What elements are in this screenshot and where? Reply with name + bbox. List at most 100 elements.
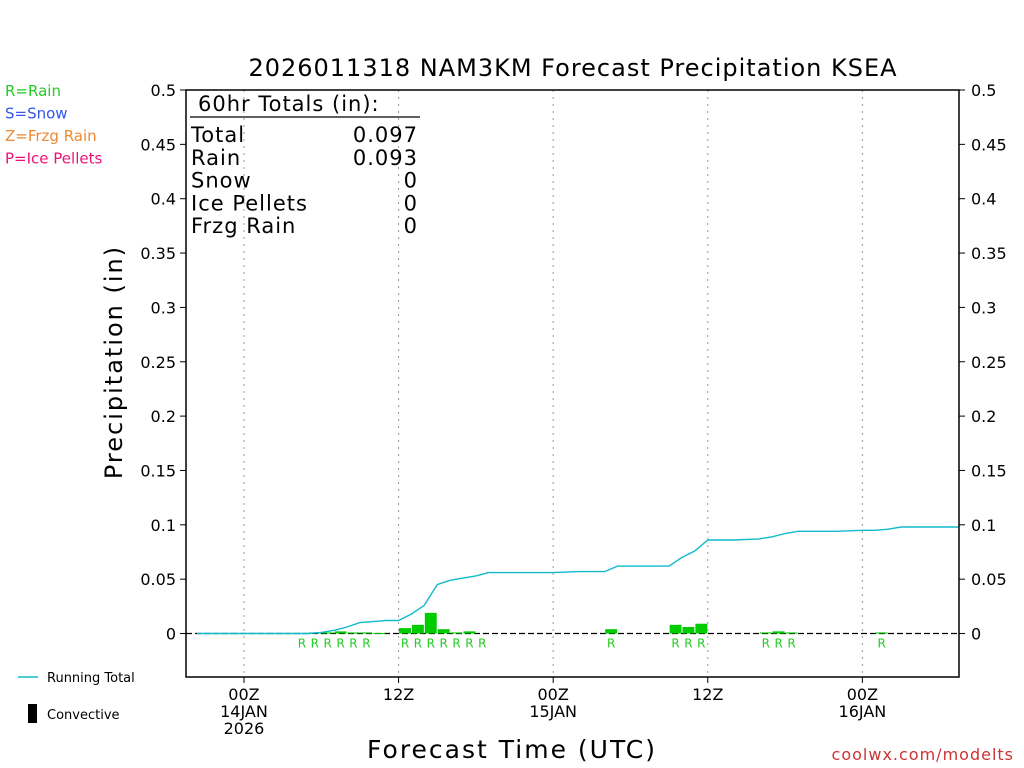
y-tick-label-right: 0.35: [971, 244, 1007, 263]
totals-heading: 60hr Totals (in):: [198, 92, 380, 116]
totals-row-value: 0: [404, 214, 418, 238]
y-tick-label-left: 0.35: [140, 244, 176, 263]
precip-bar: [785, 632, 798, 634]
precip-bar: [875, 632, 888, 634]
y-tick-label-left: 0: [166, 625, 176, 644]
ptype-legend-entry: P=Ice Pellets: [5, 150, 102, 168]
precip-bar: [772, 631, 785, 634]
y-tick-label-right: 0.25: [971, 353, 1007, 372]
y-tick-label-right: 0.1: [971, 516, 996, 535]
y-tick-label-left: 0.15: [140, 461, 176, 480]
totals-row-label: Rain: [191, 146, 241, 170]
totals-row-label: Snow: [191, 169, 252, 193]
ptype-letter: R: [684, 637, 692, 651]
x-tick-label: 00Z: [228, 685, 259, 704]
totals-row-label: Frzg Rain: [191, 214, 296, 238]
y-tick-label-right: 0.5: [971, 81, 996, 100]
precip-bar: [321, 632, 334, 634]
y-tick-label-right: 0.3: [971, 298, 996, 317]
convective-legend-label: Convective: [47, 708, 120, 723]
ptype-letter: R: [298, 637, 306, 651]
x-tick-label: 00Z: [847, 685, 878, 704]
totals-row-value: 0: [404, 169, 418, 193]
y-tick-label-left: 0.3: [151, 298, 176, 317]
chart-title: 2026011318 NAM3KM Forecast Precipitation…: [248, 54, 897, 82]
x-tick-label: 16JAN: [839, 702, 887, 721]
ptype-letter: R: [878, 637, 886, 651]
x-tick-label: 15JAN: [529, 702, 577, 721]
ptype-letter: R: [774, 637, 782, 651]
ptype-legend-entry: R=Rain: [5, 82, 61, 100]
precip-bars: [308, 612, 888, 634]
ptype-letter: R: [349, 637, 357, 651]
y-tick-label-right: 0.05: [971, 570, 1007, 589]
ptype-letter: R: [401, 637, 409, 651]
y-tick-label-right: 0: [971, 625, 981, 644]
precip-bar: [411, 624, 424, 634]
ptype-letter: R: [311, 637, 319, 651]
totals-row-label: Total: [190, 123, 245, 147]
totals-row-value: 0: [404, 191, 418, 215]
precip-bar: [682, 626, 695, 634]
y-tick-label-left: 0.25: [140, 353, 176, 372]
precip-bar: [334, 631, 347, 634]
y-tick-label-left: 0.4: [151, 190, 176, 209]
precip-bar: [373, 632, 386, 634]
y-tick-label-left: 0.5: [151, 81, 176, 100]
ptype-letter: R: [427, 637, 435, 651]
y-axis-label: Precipitation (in): [100, 245, 128, 479]
plot-frame: [185, 89, 960, 678]
ptype-letter: R: [465, 637, 473, 651]
precip-bar: [463, 631, 476, 634]
y-tick-label-right: 0.45: [971, 135, 1007, 154]
precip-bar: [450, 632, 463, 634]
ptype-letter: R: [787, 637, 795, 651]
convective-legend-swatch: [28, 704, 37, 723]
precip-bar: [695, 623, 708, 634]
x-tick-label: 12Z: [383, 685, 414, 704]
precip-bar: [399, 628, 411, 634]
ptype-letter: R: [452, 637, 460, 651]
totals-row-label: Ice Pellets: [191, 191, 308, 215]
totals-row-value: 0.097: [353, 123, 418, 147]
y-tick-label-left: 0.45: [140, 135, 176, 154]
x-axis-label: Forecast Time (UTC): [367, 735, 657, 764]
y-tick-label-left: 0.1: [151, 516, 176, 535]
precip-bar: [347, 632, 360, 634]
y-tick-label-right: 0.4: [971, 190, 996, 209]
y-tick-label-right: 0.2: [971, 407, 996, 426]
credit-link[interactable]: coolwx.com/modelts: [832, 745, 1014, 764]
y-tick-label-left: 0.2: [151, 407, 176, 426]
y-tick-label-right: 0.15: [971, 461, 1007, 480]
precip-bar: [669, 624, 682, 634]
precip-bar: [360, 632, 373, 634]
totals-box: 60hr Totals (in): Total 0.097 Rain 0.093 Snow…: [190, 92, 420, 238]
ptype-letter: R: [324, 637, 332, 651]
precip-bar: [759, 632, 772, 634]
x-tick-label: 14JAN: [220, 702, 268, 721]
totals-row-value: 0.093: [353, 146, 418, 170]
ptype-legend: R=Rain S=Snow Z=Frzg Rain P=Ice Pellets: [5, 82, 102, 168]
running-total-line: [197, 526, 959, 635]
ptype-legend-entry: Z=Frzg Rain: [5, 127, 97, 145]
ptype-letter: R: [697, 637, 705, 651]
x-tick-label: 00Z: [538, 685, 569, 704]
y-tick-label-left: 0.05: [140, 570, 176, 589]
ptype-letter: R: [762, 637, 770, 651]
ptype-letter: R: [671, 637, 679, 651]
ptype-letter: R: [607, 637, 615, 651]
precip-bar: [424, 612, 437, 634]
ptype-letter: R: [362, 637, 370, 651]
running-total-legend-label: Running Total: [47, 671, 135, 686]
y-axis-ticks: 0 00.05 0.050.1 0.10.15 0.150.2 0.20.25 0.250.…: [140, 81, 1006, 644]
ptype-letter: R: [414, 637, 422, 651]
precip-bar: [437, 629, 450, 634]
ptype-legend-entry: S=Snow: [5, 105, 68, 123]
x-tick-label: 2026: [224, 719, 265, 738]
precip-bar: [605, 629, 618, 634]
ptype-letter: R: [478, 637, 486, 651]
ptype-letter: R: [439, 637, 447, 651]
